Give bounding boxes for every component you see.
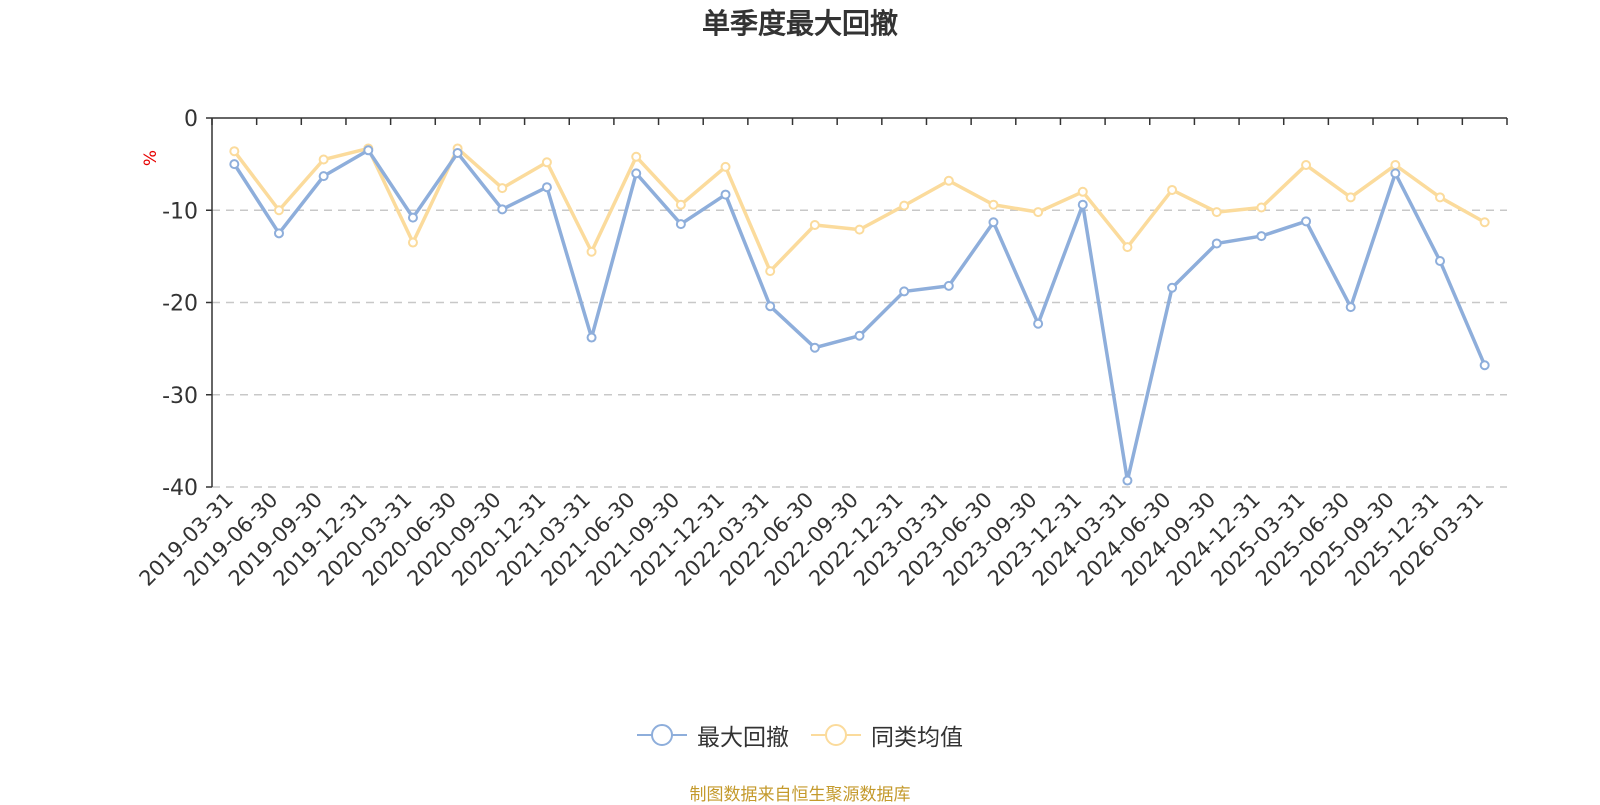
data-point-peer-average — [765, 266, 776, 277]
data-point-peer-average — [1077, 186, 1088, 197]
data-point-peer-average — [1435, 192, 1446, 203]
data-point-max-drawdown — [854, 330, 865, 341]
data-point-max-drawdown — [1211, 238, 1222, 249]
data-point-max-drawdown — [765, 301, 776, 312]
y-tick-label: -30 — [162, 384, 198, 409]
legend: 最大回撤 同类均值 — [0, 718, 1600, 752]
data-point-max-drawdown — [943, 280, 954, 291]
data-point-peer-average — [229, 146, 240, 157]
data-point-peer-average — [318, 154, 329, 165]
data-point-peer-average — [1033, 207, 1044, 218]
data-point-peer-average — [1479, 217, 1490, 228]
data-point-peer-average — [854, 224, 865, 235]
y-tick-label: -40 — [162, 476, 198, 501]
data-point-max-drawdown — [1345, 302, 1356, 313]
data-point-max-drawdown — [675, 219, 686, 230]
data-point-max-drawdown — [1122, 475, 1133, 486]
data-point-max-drawdown — [1390, 168, 1401, 179]
data-point-max-drawdown — [273, 228, 284, 239]
data-point-max-drawdown — [1301, 216, 1312, 227]
data-point-peer-average — [273, 205, 284, 216]
data-point-max-drawdown — [407, 212, 418, 223]
axes — [206, 117, 1508, 488]
data-point-max-drawdown — [363, 145, 374, 156]
data-point-peer-average — [675, 199, 686, 210]
data-point-peer-average — [1167, 184, 1178, 195]
data-point-peer-average — [1301, 160, 1312, 171]
data-point-max-drawdown — [809, 342, 820, 353]
legend-item-peer-average[interactable]: 同类均值 — [811, 718, 963, 752]
data-point-peer-average — [1390, 160, 1401, 171]
data-point-peer-average — [1345, 192, 1356, 203]
data-point-max-drawdown — [1033, 318, 1044, 329]
data-point-peer-average — [1122, 242, 1133, 253]
data-point-peer-average — [943, 175, 954, 186]
legend-item-max-drawdown[interactable]: 最大回撤 — [637, 718, 789, 752]
legend-marker-max-drawdown — [637, 724, 687, 746]
data-point-peer-average — [631, 151, 642, 162]
grid-lines — [212, 209, 1507, 488]
y-tick-label: -20 — [162, 292, 198, 317]
y-axis-unit-label: % — [141, 150, 161, 166]
data-point-max-drawdown — [229, 159, 240, 170]
data-point-max-drawdown — [1435, 255, 1446, 266]
data-point-max-drawdown — [497, 204, 508, 215]
data-point-max-drawdown — [1077, 199, 1088, 210]
data-point-peer-average — [586, 246, 597, 257]
data-point-max-drawdown — [586, 332, 597, 343]
data-point-peer-average — [541, 157, 552, 168]
data-point-max-drawdown — [988, 217, 999, 228]
data-point-peer-average — [497, 183, 508, 194]
legend-label-max-drawdown: 最大回撤 — [697, 725, 789, 751]
data-point-peer-average — [1256, 202, 1267, 213]
data-point-max-drawdown — [541, 182, 552, 193]
data-point-max-drawdown — [631, 168, 642, 179]
source-note: 制图数据来自恒生聚源数据库 — [689, 785, 911, 805]
legend-marker-peer-average — [811, 724, 861, 746]
data-point-max-drawdown — [452, 148, 463, 159]
data-point-peer-average — [899, 200, 910, 211]
data-point-max-drawdown — [1479, 360, 1490, 371]
series-line-max-drawdown — [232, 148, 1487, 483]
legend-label-peer-average: 同类均值 — [871, 725, 963, 751]
y-tick-label: 0 — [184, 107, 198, 132]
data-point-max-drawdown — [1256, 231, 1267, 242]
data-point-peer-average — [720, 161, 731, 172]
data-point-max-drawdown — [1167, 282, 1178, 293]
data-point-max-drawdown — [318, 171, 329, 182]
series-lines — [229, 143, 1490, 486]
data-point-peer-average — [809, 220, 820, 231]
data-point-peer-average — [1211, 207, 1222, 218]
chart-title: 单季度最大回撤 — [701, 7, 898, 40]
data-point-max-drawdown — [720, 189, 731, 200]
data-point-peer-average — [407, 237, 418, 248]
y-tick-label: -10 — [162, 199, 198, 224]
data-point-peer-average — [988, 199, 999, 210]
data-point-max-drawdown — [899, 286, 910, 297]
